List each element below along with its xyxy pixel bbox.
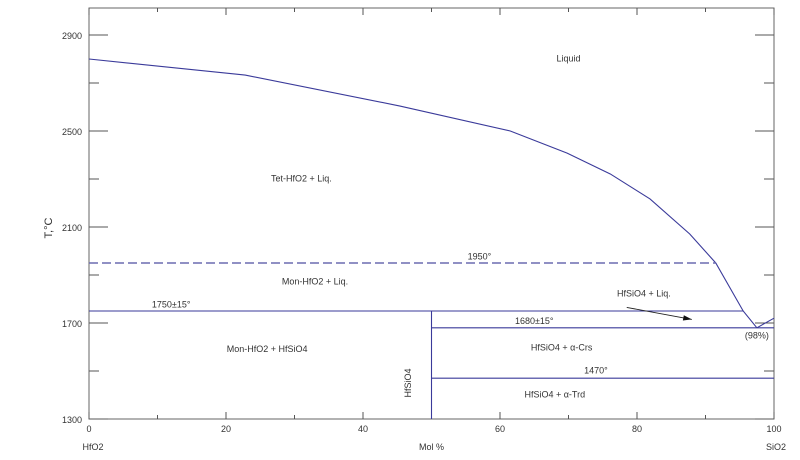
x-axis-label: Mol % bbox=[419, 442, 444, 452]
x-end-label-left: HfO2 bbox=[82, 442, 103, 452]
x-tick-label: 80 bbox=[632, 424, 642, 434]
region-label: Tet-HfO2 + Liq. bbox=[271, 173, 332, 183]
x-tick-label: 0 bbox=[86, 424, 91, 434]
region-label: Mon-HfO2 + Liq. bbox=[282, 277, 348, 287]
x-tick-label: 60 bbox=[495, 424, 505, 434]
y-tick-label: 1300 bbox=[62, 415, 82, 425]
arrow-line bbox=[626, 306, 692, 320]
region-label: 1950° bbox=[468, 251, 492, 261]
region-label: 1470° bbox=[584, 365, 608, 375]
series-liquidus-sio2 bbox=[756, 317, 775, 329]
x-end-label-right: SiO2 bbox=[766, 442, 786, 452]
region-label: 1680±15° bbox=[515, 316, 554, 326]
region-label: (98%) bbox=[745, 331, 769, 341]
region-label: HfSiO4 bbox=[403, 368, 413, 397]
region-label: Mon-HfO2 + HfSiO4 bbox=[227, 344, 308, 354]
x-tick-label: 20 bbox=[221, 424, 231, 434]
arrow-head-icon bbox=[682, 315, 692, 321]
region-label: HfSiO4 + Liq. bbox=[617, 289, 671, 299]
region-label: HfSiO4 + α-Crs bbox=[531, 343, 593, 353]
y-tick-label: 2100 bbox=[62, 223, 82, 233]
y-tick-label: 2500 bbox=[62, 127, 82, 137]
y-axis-label: T,°C bbox=[43, 217, 55, 238]
y-tick-label: 2900 bbox=[62, 31, 82, 41]
region-label: Liquid bbox=[556, 53, 580, 63]
y-tick-label: 1700 bbox=[62, 319, 82, 329]
x-tick-label: 40 bbox=[358, 424, 368, 434]
region-label: HfSiO4 + α-Trd bbox=[524, 389, 585, 399]
x-tick-label: 100 bbox=[766, 424, 781, 434]
series-liquidus bbox=[88, 58, 758, 329]
region-label: 1750±15° bbox=[152, 299, 191, 309]
